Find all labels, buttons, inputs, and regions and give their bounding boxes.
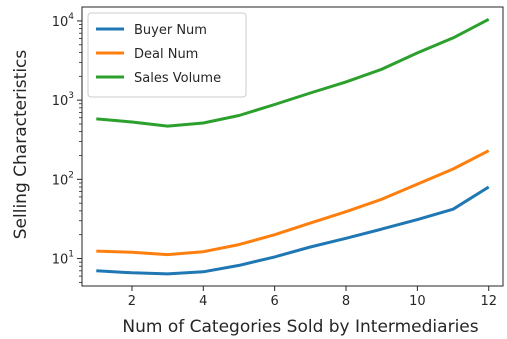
x-tick-label: 10 [409, 294, 426, 309]
y-tick-label: 104 [52, 12, 75, 30]
x-axis-label: Num of Categories Sold by Intermediaries [122, 317, 478, 337]
legend-box [87, 12, 247, 98]
plot-frame [81, 6, 504, 287]
legend-label-sales-volume: Sales Volume [134, 71, 221, 86]
series-line-sales-volume [96, 17, 490, 128]
x-tick-label: 4 [199, 294, 207, 309]
legend-label-deal-num: Deal Num [134, 47, 198, 62]
y-tick-label: 101 [52, 250, 74, 268]
x-tick-label: 8 [342, 294, 350, 309]
x-tick-label: 2 [128, 294, 136, 309]
x-tick-label: 12 [480, 294, 497, 309]
y-axis-label: Selling Characteristics [11, 50, 31, 240]
series-line-buyer-num [96, 185, 490, 276]
y-tick-label: 103 [52, 91, 74, 109]
x-tick-label: 6 [271, 294, 279, 309]
legend-label-buyer-num: Buyer Num [134, 23, 207, 38]
ticks-layer: 2 4 6 8 10 12 101 102 103 104 [52, 12, 497, 309]
legend: Buyer Num Deal Num Sales Volume [87, 12, 247, 98]
y-tick-label: 102 [52, 170, 74, 188]
series-layer [96, 17, 490, 276]
series-line-deal-num [96, 149, 490, 257]
